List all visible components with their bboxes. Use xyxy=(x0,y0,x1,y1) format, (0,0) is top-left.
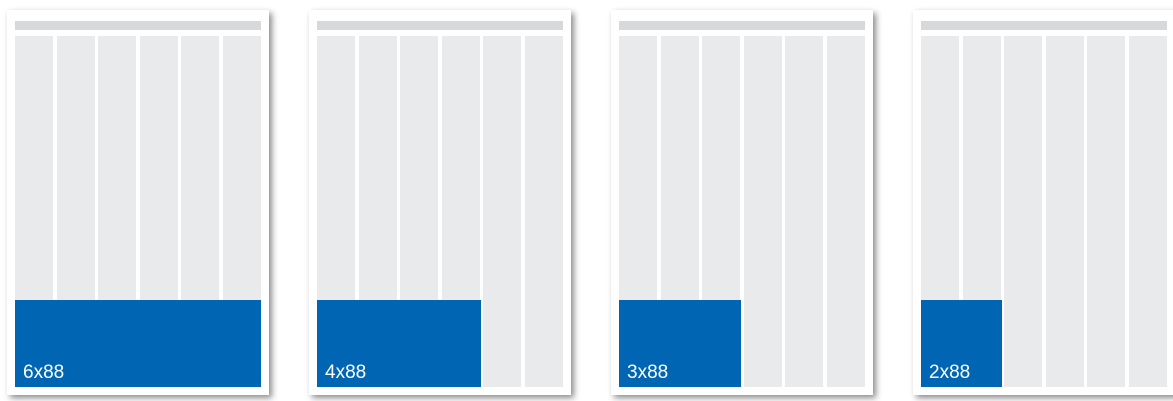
ad-block: 2x88 xyxy=(921,300,1002,387)
page-header-bar xyxy=(619,21,865,30)
grid-column xyxy=(483,36,522,387)
ad-size-label: 3x88 xyxy=(627,362,669,383)
ad-size-label: 2x88 xyxy=(929,362,971,383)
ad-block: 4x88 xyxy=(317,300,481,387)
page-header-bar xyxy=(317,21,563,30)
grid-column xyxy=(1045,36,1084,387)
page-layout-2x88: 2x88 xyxy=(913,10,1173,395)
page-header-bar xyxy=(921,21,1167,30)
grid-column xyxy=(1004,36,1043,387)
ad-size-label: 4x88 xyxy=(325,362,367,383)
grid-column xyxy=(1087,36,1126,387)
ad-size-label: 6x88 xyxy=(23,362,65,383)
page-layout-4x88: 4x88 xyxy=(309,10,571,395)
grid-column xyxy=(1129,36,1167,387)
ad-block: 6x88 xyxy=(15,300,261,387)
page-layout-6x88: 6x88 xyxy=(7,10,269,395)
grid-column xyxy=(827,36,865,387)
grid-column xyxy=(525,36,563,387)
page-header-bar xyxy=(15,21,261,30)
ad-block: 3x88 xyxy=(619,300,742,387)
grid-column xyxy=(743,36,782,387)
grid-column xyxy=(785,36,824,387)
page-layout-3x88: 3x88 xyxy=(611,10,873,395)
